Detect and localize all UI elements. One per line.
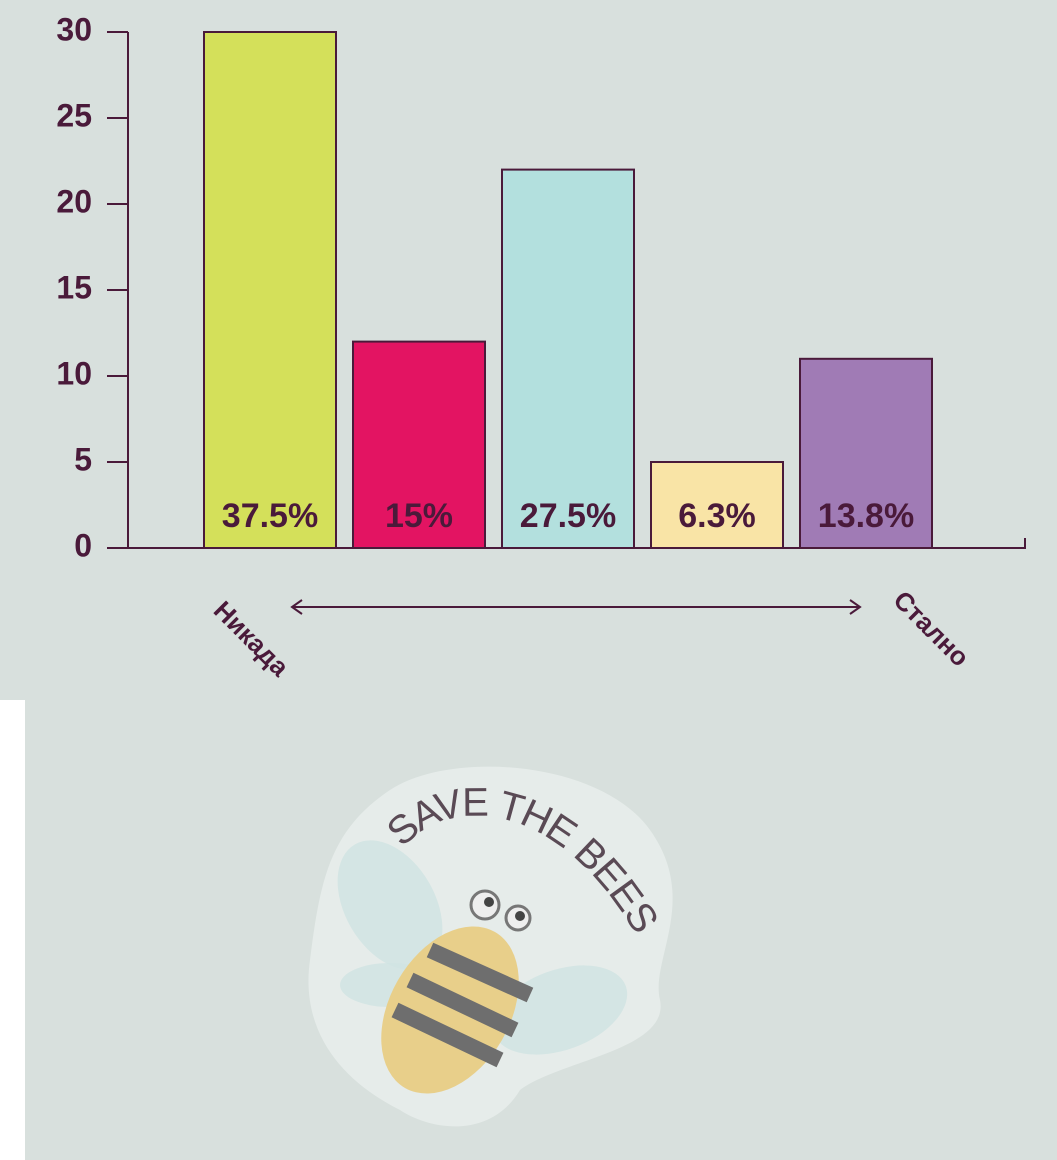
left-strip (0, 700, 25, 1160)
y-tick-label: 0 (74, 527, 92, 563)
share-label: 13.8% (818, 497, 914, 535)
arrow-heads (290, 599, 862, 615)
y-tick-label: 5 (74, 441, 92, 477)
bar (501, 168, 635, 549)
x-start-label: Никада (208, 595, 295, 682)
y-tick-label: 25 (56, 97, 92, 133)
y-tick-label: 10 (56, 355, 92, 391)
bar (352, 340, 486, 549)
share-label: 27.5% (520, 497, 616, 535)
bar (799, 357, 933, 549)
y-tick-label: 15 (56, 269, 92, 305)
sticker: SAVE THE BEES (308, 766, 673, 1127)
share-label: 15% (385, 497, 453, 535)
share-label: 6.3% (678, 497, 756, 535)
y-tick-label: 20 (56, 183, 92, 219)
bar (650, 461, 784, 549)
bar (203, 31, 337, 549)
x-end-label: Стално (888, 585, 976, 673)
y-tick-label: 30 (56, 11, 92, 47)
share-label: 37.5% (222, 497, 318, 535)
